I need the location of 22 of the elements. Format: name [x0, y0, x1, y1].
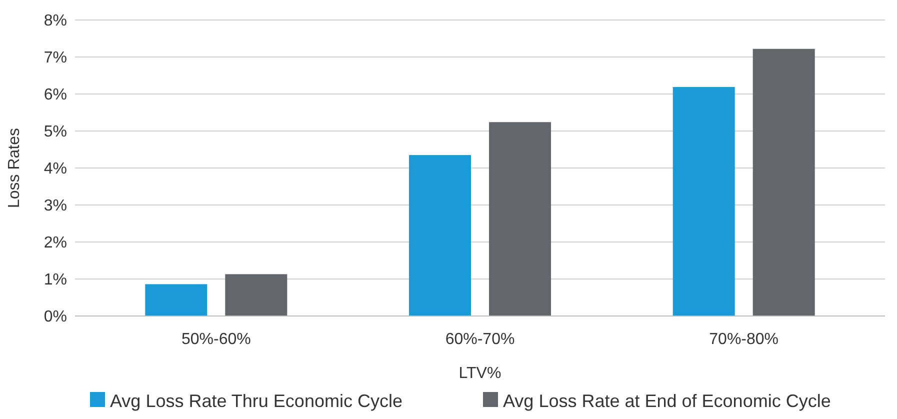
- bar: [225, 274, 288, 316]
- bar: [489, 122, 551, 316]
- y-tick-label: 1%: [44, 272, 67, 289]
- y-tick-label: 5%: [44, 124, 67, 141]
- x-tick-label: 50%-60%: [181, 331, 251, 348]
- x-tick-label: 70%-80%: [709, 331, 779, 348]
- x-axis-title: LTV%: [458, 365, 502, 382]
- bar: [409, 155, 471, 316]
- y-tick-label: 2%: [44, 234, 67, 252]
- y-tick-label: 4%: [44, 160, 67, 178]
- y-tick-label: 8%: [44, 12, 67, 30]
- y-tick-label: 0%: [44, 308, 67, 326]
- y-tick-label: 3%: [44, 198, 67, 215]
- bar: [672, 86, 735, 316]
- y-axis-title: Loss Rates: [6, 128, 23, 208]
- legend-label: Avg Loss Rate at End of Economic Cycle: [503, 391, 831, 411]
- x-tick-label: 60%-70%: [445, 331, 515, 348]
- y-tick-label: 7%: [44, 50, 67, 67]
- bar: [752, 48, 815, 316]
- legend-label: Avg Loss Rate Thru Economic Cycle: [110, 391, 402, 411]
- y-tick-label: 6%: [44, 86, 67, 104]
- bar: [145, 284, 208, 316]
